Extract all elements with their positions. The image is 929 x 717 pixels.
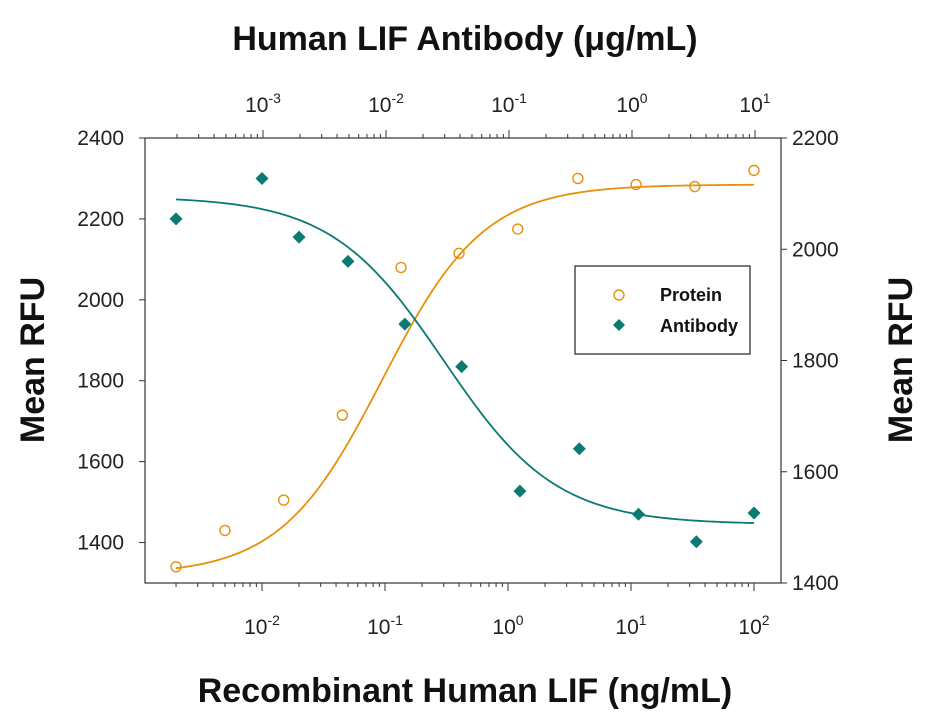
protein-data-point xyxy=(748,164,760,177)
right-tick-label: 2200 xyxy=(792,127,839,150)
antibody-data-point xyxy=(455,360,469,374)
protein-data-point xyxy=(277,494,290,506)
legend: Protein Antibody xyxy=(574,265,751,355)
left-tick-label: 1800 xyxy=(77,370,124,393)
right-tick-label: 1800 xyxy=(792,350,839,373)
protein-data-point xyxy=(170,561,182,573)
antibody-data-point xyxy=(747,506,761,520)
protein-data-point xyxy=(395,261,407,274)
left-tick-label: 2400 xyxy=(77,127,124,150)
top-tick-label: 101 xyxy=(739,90,770,117)
y-axis-title-left: Mean RFU xyxy=(14,277,52,443)
right-tick-label: 2000 xyxy=(792,238,839,261)
antibody-fit-curve xyxy=(175,198,755,524)
antibody-data-point xyxy=(631,507,645,521)
bottom-tick-label: 10-1 xyxy=(367,612,403,639)
data-points xyxy=(169,164,761,573)
x-axis-title: Recombinant Human LIF (ng/mL) xyxy=(198,672,733,710)
top-tick-label: 100 xyxy=(616,90,647,117)
protein-data-point xyxy=(512,223,524,235)
top-tick-label: 10-2 xyxy=(368,90,404,117)
protein-data-point xyxy=(689,180,701,193)
protein-data-point xyxy=(336,409,349,421)
antibody-data-point xyxy=(398,317,412,331)
antibody-data-point xyxy=(169,212,183,226)
antibody-data-point xyxy=(292,230,306,244)
antibody-data-point xyxy=(513,484,527,498)
right-tick-label: 1400 xyxy=(792,572,839,595)
protein-data-point xyxy=(572,172,584,185)
right-tick-label: 1600 xyxy=(792,461,839,484)
top-axis-title: Human LIF Antibody (μg/mL) xyxy=(232,20,697,58)
bottom-tick-label: 101 xyxy=(615,612,646,639)
bottom-tick-label: 102 xyxy=(738,612,769,639)
ticks-layer: 10-2 10-1 100 101 102 10-3 10-2 10-1 100 101 1400 1… xyxy=(77,90,838,639)
bottom-tick-label: 10-2 xyxy=(244,612,280,639)
protein-data-point xyxy=(219,524,231,537)
legend-antibody-label: Antibody xyxy=(660,316,738,336)
top-tick-label: 10-3 xyxy=(245,90,281,117)
legend-protein-label: Protein xyxy=(660,285,722,305)
top-tick-label: 10-1 xyxy=(491,90,527,117)
legend-protein-marker xyxy=(613,289,625,301)
bottom-tick-label: 100 xyxy=(492,612,523,639)
left-tick-label: 1600 xyxy=(77,451,124,474)
y-axis-title-right: Mean RFU xyxy=(882,277,920,443)
protein-data-point xyxy=(453,247,465,259)
left-tick-label: 2000 xyxy=(77,289,124,312)
antibody-data-point xyxy=(341,254,355,268)
protein-data-point xyxy=(630,178,642,191)
fit-curves xyxy=(175,183,755,570)
left-tick-label: 1400 xyxy=(77,532,124,555)
left-tick-label: 2200 xyxy=(77,208,124,231)
antibody-data-point xyxy=(255,171,269,185)
legend-box xyxy=(574,265,751,355)
antibody-data-point xyxy=(572,442,586,456)
protein-fit-curve xyxy=(175,183,755,570)
legend-antibody-marker xyxy=(613,319,625,331)
antibody-data-point xyxy=(689,535,703,549)
